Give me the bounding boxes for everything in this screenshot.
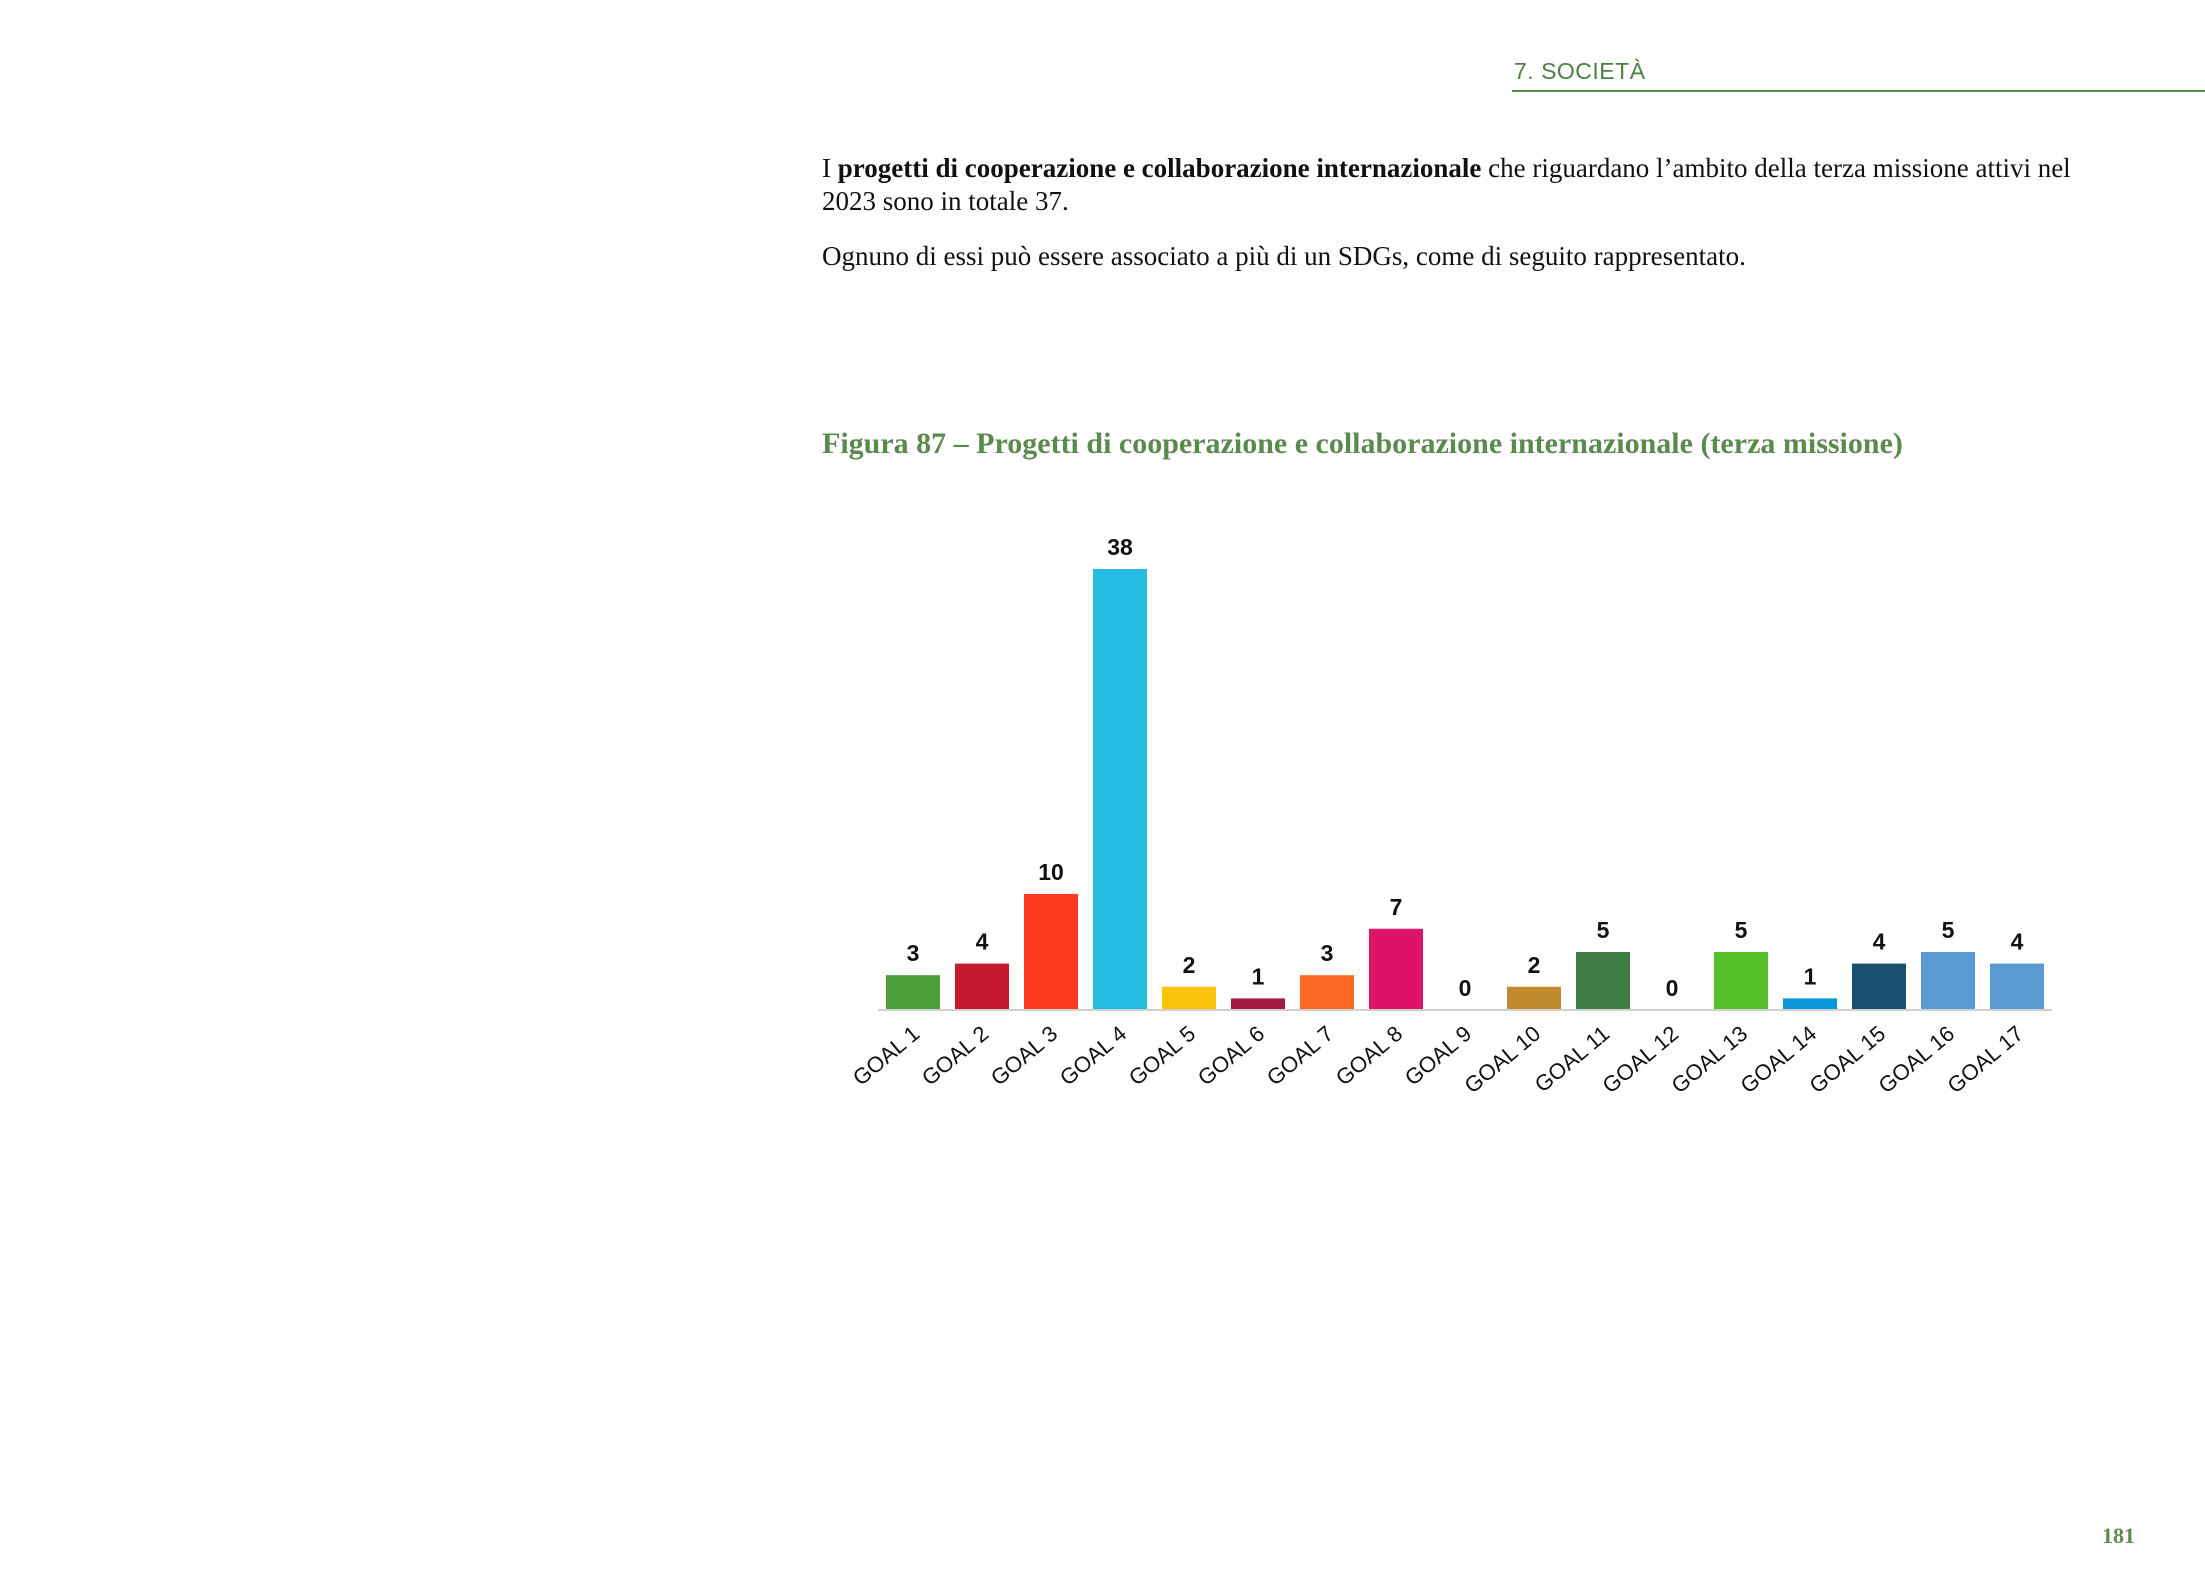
bar-goal-4 [1093,569,1147,1010]
bar-goal-3 [1024,893,1078,1010]
value-label-goal-12: 0 [1666,975,1679,1001]
value-label-goal-10: 2 [1528,952,1541,978]
category-label-goal-1: GOAL 1 [848,1021,924,1091]
value-label-goal-16: 5 [1942,917,1955,943]
category-label-goal-7: GOAL 7 [1262,1021,1338,1091]
intro-paragraph: I progetti di cooperazione e collaborazi… [822,152,2122,218]
value-label-goal-13: 5 [1735,917,1748,943]
figure-caption: Figura 87 – Progetti di cooperazione e c… [822,427,1903,460]
section-header: 7. SOCIETÀ [1512,58,2205,92]
category-label-goal-15: GOAL 15 [1805,1021,1891,1099]
category-label-goal-12: GOAL 12 [1598,1021,1684,1099]
value-label-goal-11: 5 [1597,917,1610,943]
value-label-goal-5: 2 [1183,952,1196,978]
bar-goal-7 [1300,975,1354,1010]
category-label-goal-13: GOAL 13 [1667,1021,1753,1099]
value-label-goal-2: 4 [976,929,989,955]
category-label-goal-6: GOAL 6 [1193,1021,1269,1091]
bar-goal-13 [1714,951,1768,1010]
category-label-goal-10: GOAL 10 [1460,1021,1546,1099]
bar-goal-14 [1783,998,1837,1010]
sdg-paragraph: Ognuno di essi può essere associato a pi… [822,241,1746,271]
value-label-goal-4: 38 [1107,534,1133,560]
category-label-goal-16: GOAL 16 [1874,1021,1960,1099]
section-title: 7. SOCIETÀ [1514,58,1646,84]
value-label-goal-8: 7 [1390,894,1403,920]
category-label-goal-2: GOAL 2 [917,1021,993,1091]
value-label-goal-14: 1 [1804,963,1817,989]
value-label-goal-6: 1 [1252,963,1265,989]
category-label-goal-4: GOAL 4 [1055,1021,1131,1091]
bar-goal-11 [1576,951,1630,1010]
value-label-goal-9: 0 [1459,975,1472,1001]
category-label-goal-5: GOAL 5 [1124,1021,1200,1091]
bar-goal-16 [1921,951,1975,1010]
value-label-goal-17: 4 [2011,929,2024,955]
category-label-goal-14: GOAL 14 [1736,1021,1822,1099]
bar-goal-10 [1507,986,1561,1010]
value-label-goal-3: 10 [1038,859,1064,885]
intro-prefix: I [822,153,838,183]
intro-suffix: che riguardano l’ambito della terza miss… [822,153,2071,216]
page-number: 181 [2102,1523,2135,1548]
bar-goal-15 [1852,963,1906,1010]
value-label-goal-15: 4 [1873,929,1886,955]
value-label-goal-7: 3 [1321,940,1334,966]
bar-goal-5 [1162,986,1216,1010]
bar-goal-1 [886,975,940,1010]
bar-goal-6 [1231,998,1285,1010]
category-label-goal-17: GOAL 17 [1943,1021,2029,1099]
bar-goal-2 [955,963,1009,1010]
value-label-goal-1: 3 [907,940,920,966]
category-label-goal-8: GOAL 8 [1331,1021,1407,1091]
bar-goal-17 [1990,963,2044,1010]
bar-goal-8 [1369,928,1423,1010]
category-label-goal-11: GOAL 11 [1530,1021,1614,1098]
intro-bold-phrase: progetti di cooperazione e collaborazion… [837,153,1482,183]
category-label-goal-3: GOAL 3 [986,1021,1062,1091]
